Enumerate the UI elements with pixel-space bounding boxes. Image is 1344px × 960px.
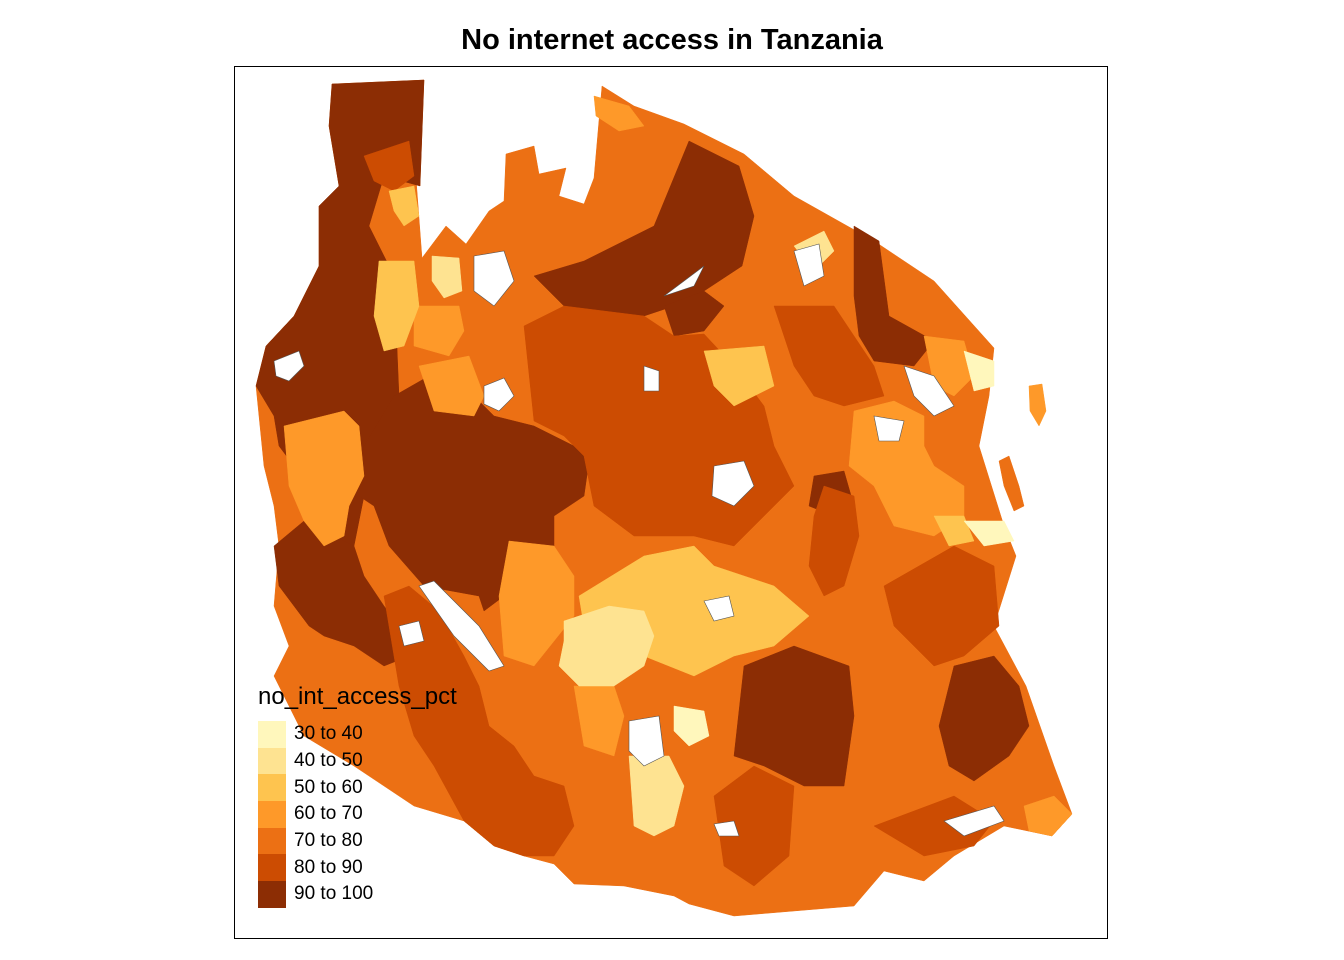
region-south-center — [558, 605, 655, 687]
legend-item: 90 to 100 — [258, 881, 457, 908]
region-east-small — [703, 345, 775, 407]
legend-swatch — [258, 854, 286, 882]
region-south-east-central — [883, 545, 1000, 667]
legend-swatch — [258, 801, 286, 828]
legend: no_int_access_pct 30 to 40 40 to 50 50 to … — [258, 683, 457, 908]
legend-swatch — [258, 827, 286, 855]
region-east-central — [773, 305, 885, 407]
region-east-island — [963, 520, 1015, 547]
legend-item: 60 to 70 — [258, 801, 457, 828]
region-coast-tiny — [963, 350, 995, 392]
legend-swatch — [258, 747, 286, 775]
island-pemba — [998, 455, 1025, 512]
legend-label: 40 to 50 — [294, 750, 363, 772]
region-central-north-a — [418, 355, 485, 417]
island-north — [1028, 383, 1047, 427]
region-southeast — [938, 655, 1030, 782]
legend-title: no_int_access_pct — [258, 683, 457, 710]
region-south-central — [733, 645, 855, 787]
region-south-small-a — [673, 705, 710, 747]
region-north-pink — [593, 95, 645, 132]
region-south-lower — [713, 765, 795, 887]
legend-item: 50 to 60 — [258, 774, 457, 802]
legend-label: 70 to 80 — [294, 830, 363, 852]
region-north-cluster — [363, 140, 415, 192]
legend-label: 80 to 90 — [294, 856, 363, 878]
legend-label: 50 to 60 — [294, 776, 363, 798]
lake-features — [273, 243, 1005, 837]
region-west-upper — [373, 260, 420, 352]
legend-label: 30 to 40 — [294, 723, 363, 745]
legend-item: 30 to 40 — [258, 721, 457, 748]
region-north-small — [663, 290, 725, 337]
region-lake-west — [383, 585, 575, 857]
region-west-coast — [283, 410, 365, 547]
legend-rows: 30 to 40 40 to 50 50 to 60 60 to 70 70 to 80… — [258, 721, 457, 908]
region-southwest-lower — [628, 755, 685, 837]
legend-swatch — [258, 721, 286, 748]
region-coast-east — [933, 515, 975, 547]
legend-label: 60 to 70 — [294, 803, 363, 825]
legend-item: 80 to 90 — [258, 854, 457, 882]
legend-swatch — [258, 774, 286, 802]
region-east-belt — [808, 485, 860, 597]
region-west-small — [431, 255, 463, 299]
region-north-islands — [388, 185, 420, 227]
map-frame — [234, 66, 1108, 939]
region-northeast — [853, 225, 935, 367]
legend-swatch — [258, 881, 286, 908]
map-title: No internet access in Tanzania — [461, 24, 883, 56]
legend-label: 90 to 100 — [294, 883, 374, 905]
choropleth-map — [255, 79, 1073, 917]
region-southeast-coast — [1023, 795, 1073, 837]
legend-item: 40 to 50 — [258, 747, 457, 775]
legend-item: 70 to 80 — [258, 827, 457, 855]
region-southeast-lower — [873, 795, 995, 857]
region-west-north — [413, 305, 465, 357]
region-central-south — [498, 540, 575, 667]
